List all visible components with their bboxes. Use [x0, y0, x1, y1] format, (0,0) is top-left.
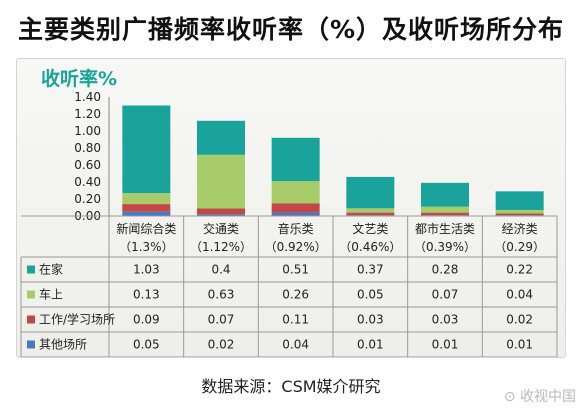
bar-segment	[197, 154, 245, 209]
legend-label: 在家	[39, 262, 63, 277]
data-label: 0.01	[357, 338, 384, 352]
legend-label: 其他场所	[39, 338, 87, 352]
data-label: 0.11	[282, 313, 309, 327]
legend-label: 车上	[39, 287, 63, 302]
data-label: 0.01	[432, 338, 459, 352]
y-tick-label: 0.40	[74, 175, 101, 189]
category-total-label: （0.92%）	[265, 240, 327, 254]
bar-segment	[197, 214, 245, 216]
category-total-label: （0.29）	[494, 240, 545, 254]
bar-segment	[197, 120, 245, 155]
chart-title: 收听率%	[41, 67, 117, 90]
watermark: ⊙ 收视中国	[503, 389, 576, 405]
bar-segment	[271, 181, 320, 204]
data-label: 0.02	[208, 338, 235, 352]
data-label: 0.03	[432, 313, 459, 327]
bar-segment	[421, 212, 469, 216]
category-label: 交通类	[203, 221, 239, 236]
data-label: 0.01	[506, 338, 533, 352]
data-label: 0.05	[133, 338, 160, 352]
legend-label: 工作/学习场所	[39, 312, 115, 327]
category-label: 音乐类	[278, 221, 314, 236]
stacked-bar-chart: 收听率% 0.000.200.400.600.801.001.201.40新闻综…	[20, 67, 558, 357]
category-label: 都市生活类	[415, 221, 475, 236]
category-label: 文艺类	[352, 221, 388, 236]
category-total-label: （1.12%）	[190, 240, 252, 254]
bar-segment	[122, 193, 171, 205]
data-label: 0.37	[357, 263, 384, 277]
data-label: 0.04	[506, 288, 533, 302]
data-label: 0.09	[133, 313, 160, 327]
data-label: 1.03	[133, 263, 160, 277]
bar-segment	[495, 191, 544, 211]
data-label: 0.05	[357, 288, 384, 302]
category-label: 新闻综合类	[116, 221, 176, 236]
y-tick-label: 1.40	[74, 90, 101, 104]
bar-segment	[495, 210, 544, 214]
y-tick-label: 0.60	[74, 158, 101, 172]
bar-segment	[122, 211, 171, 216]
bar-segment	[271, 212, 320, 216]
legend-swatch	[27, 265, 35, 274]
watermark-text: 收视中国	[520, 389, 576, 405]
bar-segment	[122, 105, 171, 194]
bar-segment	[421, 182, 469, 207]
category-total-label: （1.3%）	[119, 240, 174, 254]
data-label: 0.63	[208, 288, 235, 302]
category-label: 经济类	[502, 221, 538, 236]
bar-segment	[271, 137, 320, 182]
data-label: 0.03	[357, 313, 384, 327]
page-title: 主要类别广播频率收听率（%）及收听场所分布	[17, 15, 565, 44]
y-tick-label: 1.20	[74, 107, 101, 121]
bar-segment	[346, 212, 395, 216]
bar-segment	[495, 213, 544, 216]
bar-segment	[346, 208, 395, 213]
data-source-note: 数据来源：CSM媒介研究	[201, 377, 381, 396]
y-tick-label: 1.00	[74, 124, 101, 138]
chart-panel: 收听率% 0.00 0.20 0.40 0.60 0.80 1.00 1.20 1.40 新闻综…	[16, 58, 566, 358]
category-total-label: （0.39%）	[414, 240, 476, 254]
category-total-label: （0.46%）	[339, 240, 401, 254]
y-tick-label: 0.20	[74, 192, 101, 206]
bar-segment	[421, 206, 469, 213]
bar-segment	[346, 176, 395, 209]
data-label: 0.13	[133, 288, 160, 302]
data-label: 0.02	[506, 313, 533, 327]
bar-segment	[122, 204, 171, 212]
data-label: 0.04	[282, 338, 309, 352]
bar-segment	[271, 203, 320, 213]
legend-swatch	[27, 340, 35, 349]
data-label: 0.28	[432, 263, 459, 277]
data-label: 0.4	[211, 263, 230, 277]
data-label: 0.51	[282, 263, 309, 277]
legend-swatch	[27, 290, 35, 299]
data-label: 0.07	[208, 313, 235, 327]
data-label: 0.07	[432, 288, 459, 302]
legend-swatch	[27, 315, 35, 324]
data-label: 0.26	[282, 288, 309, 302]
data-label: 0.22	[506, 263, 533, 277]
y-tick-label: 0.80	[74, 141, 101, 155]
bar-segment	[197, 208, 245, 215]
